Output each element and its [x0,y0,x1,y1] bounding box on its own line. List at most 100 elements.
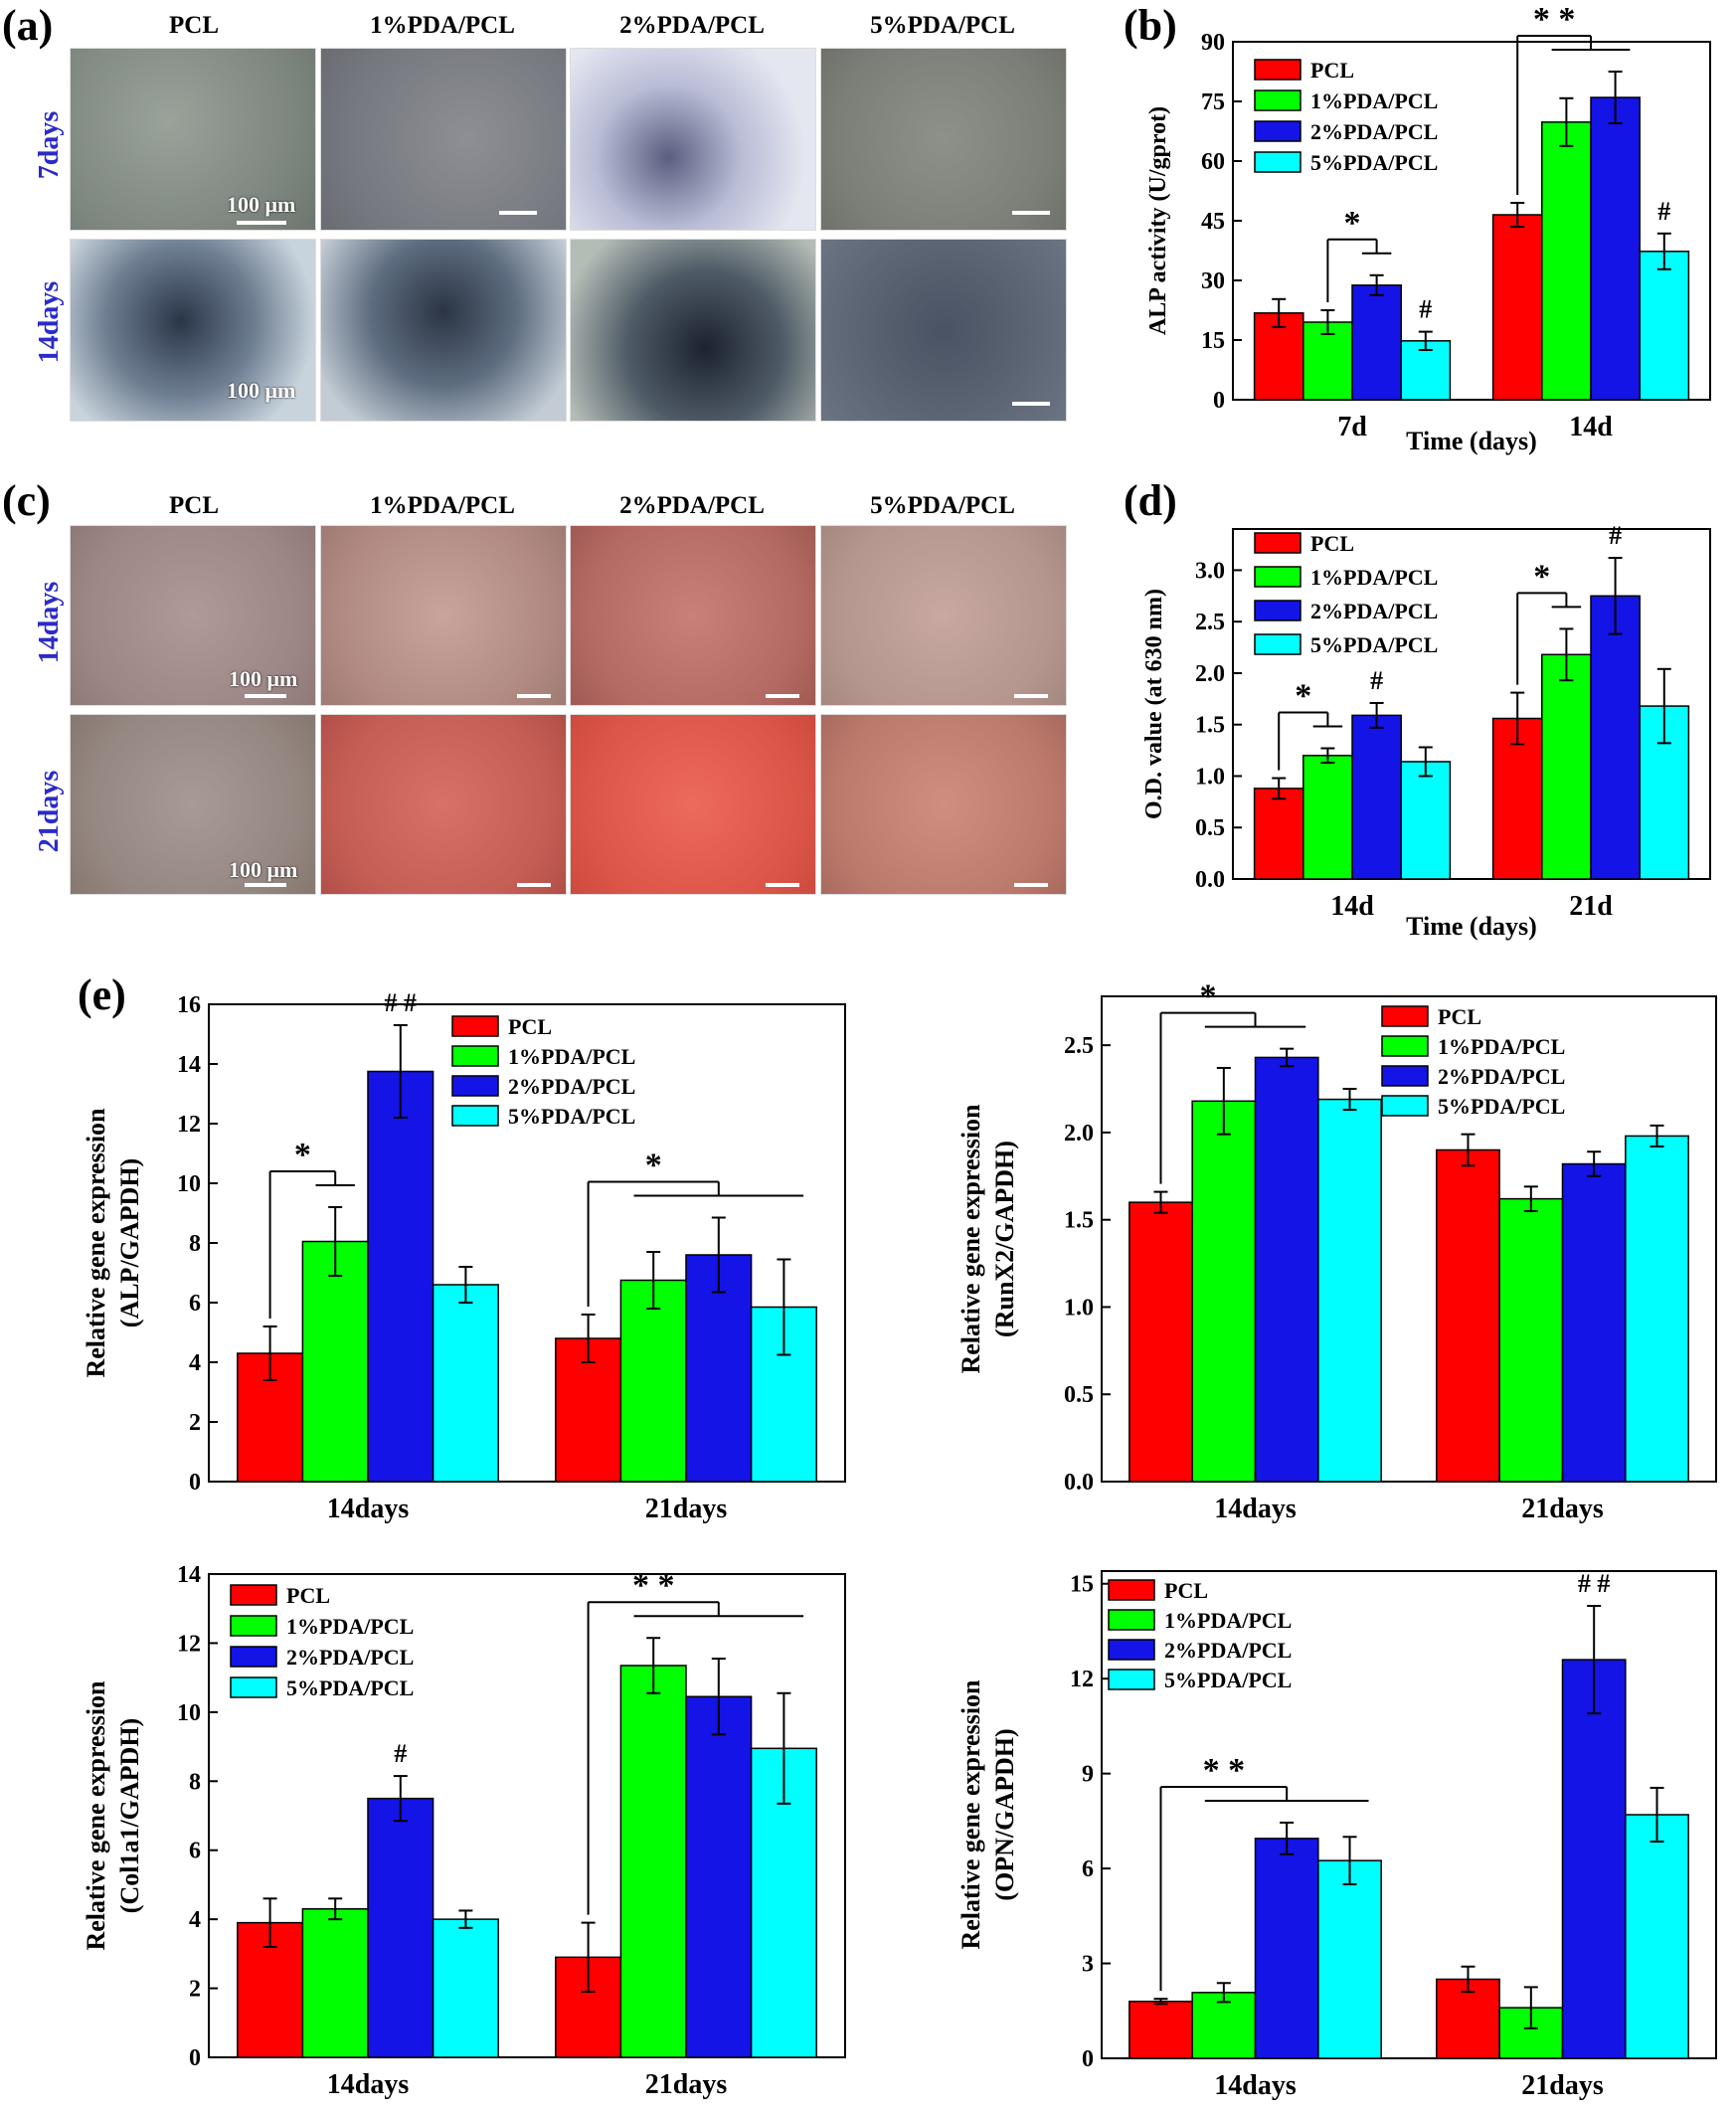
scale-bar [1014,694,1048,698]
bar-d-2%PDA/PCL-21d [1590,595,1641,880]
significance-mark: # [394,1739,407,1768]
legend-swatch [230,1615,277,1637]
y-tick-label: 0.5 [1195,815,1225,841]
legend-label: 5%PDA/PCL [1438,1094,1565,1119]
panel-letter-e: (e) [78,970,126,1019]
legend-swatch [1254,89,1302,111]
significance-mark: # [1609,521,1622,550]
y-tick-label: 12 [1070,1667,1094,1692]
y-axis-label-sub: (RunX2/GAPDH) [990,1141,1019,1337]
micrograph-alp-5pda-7d [820,48,1067,231]
x-tick-label: 7d [1337,412,1367,442]
x-tick-label: 21days [1521,2070,1604,2101]
y-tick-label: 9 [1082,1762,1094,1788]
legend-label: PCL [1164,1578,1208,1603]
column-label: PCL [169,492,219,519]
scale-bar [499,211,537,215]
y-tick-label: 1.0 [1195,764,1225,790]
legend-swatch [1254,59,1302,81]
y-axis-label: Relative gene expression [956,1679,985,1950]
y-tick-label: 4 [189,1907,201,1933]
legend-swatch [230,1584,277,1606]
y-tick-label: 3 [1082,1952,1094,1978]
scale-label: 100 μm [227,192,296,217]
micrograph-ars-5pda-21d [820,714,1067,895]
plot-frame-e4 [1101,1570,1717,2059]
x-tick-label: 14days [327,2069,410,2100]
bar-d-5%PDA/PCL-14d [1400,761,1452,880]
legend-swatch [451,1105,499,1127]
legend-label: PCL [1438,1004,1481,1029]
y-axis-label: ALP activity (U/gprot) [1145,106,1171,335]
y-tick-label: 90 [1201,30,1225,56]
bar-e2-2%PDA/PCL-21days [1561,1162,1627,1483]
x-axis-label: Time (days) [1406,427,1537,455]
bar-e3-1%PDA/PCL-14days [301,1907,369,2058]
legend-label: 5%PDA/PCL [1164,1668,1292,1692]
column-label: PCL [169,12,219,39]
y-tick-label: 14 [177,1052,201,1078]
significance-mark: # [1419,295,1432,324]
legend-swatch [1108,1639,1155,1661]
legend-label: PCL [1310,531,1354,556]
x-tick-label: 14days [1214,1494,1297,1524]
bar-e2-1%PDA/PCL-14days [1191,1100,1257,1483]
bar-e4-1%PDA/PCL-14days [1191,1992,1257,2059]
legend-label: 2%PDA/PCL [1310,119,1438,144]
legend-swatch [1254,151,1302,173]
y-tick-label: 75 [1201,89,1225,115]
legend-swatch [230,1646,277,1668]
y-tick-label: 6 [1082,1856,1094,1882]
scale-bar [245,694,286,698]
legend-swatch [1108,1609,1155,1631]
legend-label: PCL [1310,58,1354,83]
micrograph-ars-5pda-14d [820,525,1067,706]
x-tick-label: 21days [1521,1494,1604,1524]
y-tick-label: 10 [177,1171,201,1197]
significance-mark: * [1344,205,1361,242]
y-tick-label: 15 [1201,328,1225,354]
legend-swatch [1254,120,1302,142]
y-axis-label: Relative gene expression [956,1104,985,1374]
legend-swatch [1254,633,1302,655]
y-tick-label: 1.5 [1195,713,1225,739]
legend-label: 2%PDA/PCL [286,1645,414,1670]
y-axis-label: O.D. value (at 630 nm) [1141,589,1167,819]
legend-label: PCL [508,1014,552,1039]
x-tick-label: 14days [327,1494,410,1524]
micrograph-alp-1pda-14d [320,239,567,422]
y-tick-label: 10 [177,1700,201,1726]
column-label: 1%PDA/PCL [370,492,515,519]
y-axis-label-sub: (OPN/GAPDH) [990,1728,1019,1900]
scale-bar [237,221,286,225]
bar-d-PCL-14d [1253,788,1304,880]
panel-letter-d: (d) [1124,476,1177,525]
y-tick-label: 8 [189,1231,201,1257]
legend-swatch [451,1015,499,1037]
scale-bar [245,883,286,887]
legend-swatch [451,1045,499,1067]
legend-label: 2%PDA/PCL [1310,599,1438,623]
column-label: 1%PDA/PCL [370,12,515,39]
y-tick-label: 0 [1082,2046,1094,2072]
micrograph-alp-pcl-14d [70,239,316,422]
legend-label: 5%PDA/PCL [508,1104,635,1129]
legend-label: 2%PDA/PCL [508,1074,635,1099]
panel-letter-c: (c) [2,476,51,525]
scale-bar [1012,211,1050,215]
bar-e2-PCL-21days [1436,1148,1500,1483]
y-tick-label: 45 [1201,209,1225,235]
legend-swatch [1254,532,1302,554]
micrograph-ars-pcl-21d [70,714,316,895]
legend-swatch [1381,1095,1429,1117]
y-tick-label: 2.0 [1064,1121,1094,1146]
micrograph-ars-1pda-21d [320,714,567,895]
micrograph-ars-1pda-14d [320,525,567,706]
x-tick-label: 14days [1214,2070,1297,2101]
scale-bar [1012,402,1050,406]
y-tick-label: 0 [189,1470,201,1496]
panel-letter-b: (b) [1124,1,1177,50]
column-label: 2%PDA/PCL [619,492,765,519]
y-axis-label-sub: (ALP/GAPDH) [115,1158,144,1327]
